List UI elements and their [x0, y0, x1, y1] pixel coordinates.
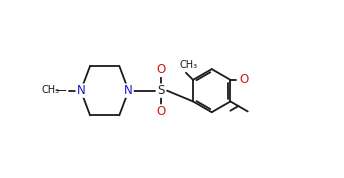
Text: CH₃: CH₃ — [179, 60, 197, 70]
Text: N: N — [76, 84, 85, 97]
Text: S: S — [157, 84, 164, 97]
Text: O: O — [156, 105, 165, 118]
Text: N: N — [124, 84, 133, 97]
Text: CH₃: CH₃ — [42, 85, 60, 95]
Text: —: — — [54, 84, 66, 97]
Text: O: O — [239, 73, 248, 86]
Text: O: O — [156, 63, 165, 76]
